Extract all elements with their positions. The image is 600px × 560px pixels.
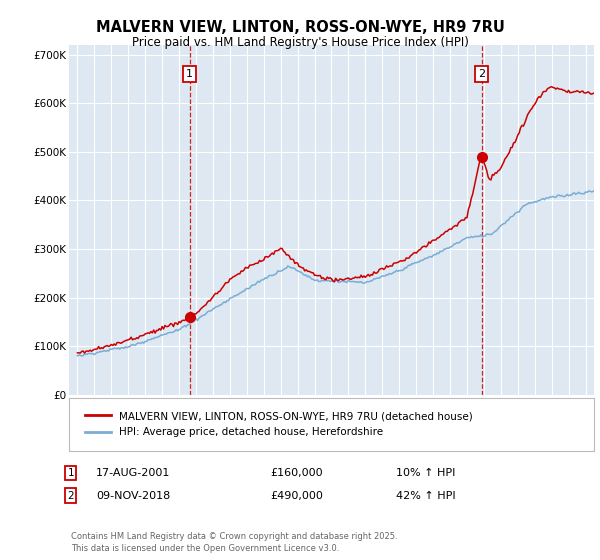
Text: Price paid vs. HM Land Registry's House Price Index (HPI): Price paid vs. HM Land Registry's House … — [131, 36, 469, 49]
Text: Contains HM Land Registry data © Crown copyright and database right 2025.
This d: Contains HM Land Registry data © Crown c… — [71, 533, 397, 553]
Text: 10% ↑ HPI: 10% ↑ HPI — [396, 468, 455, 478]
Text: 2: 2 — [67, 491, 74, 501]
Text: 17-AUG-2001: 17-AUG-2001 — [96, 468, 170, 478]
Text: £160,000: £160,000 — [270, 468, 323, 478]
Text: 1: 1 — [67, 468, 74, 478]
Text: 42% ↑ HPI: 42% ↑ HPI — [396, 491, 455, 501]
Text: 1: 1 — [186, 69, 193, 79]
Text: £490,000: £490,000 — [270, 491, 323, 501]
Text: 2: 2 — [478, 69, 485, 79]
Legend: MALVERN VIEW, LINTON, ROSS-ON-WYE, HR9 7RU (detached house), HPI: Average price,: MALVERN VIEW, LINTON, ROSS-ON-WYE, HR9 7… — [79, 406, 478, 442]
Text: 09-NOV-2018: 09-NOV-2018 — [96, 491, 170, 501]
Text: MALVERN VIEW, LINTON, ROSS-ON-WYE, HR9 7RU: MALVERN VIEW, LINTON, ROSS-ON-WYE, HR9 7… — [95, 20, 505, 35]
